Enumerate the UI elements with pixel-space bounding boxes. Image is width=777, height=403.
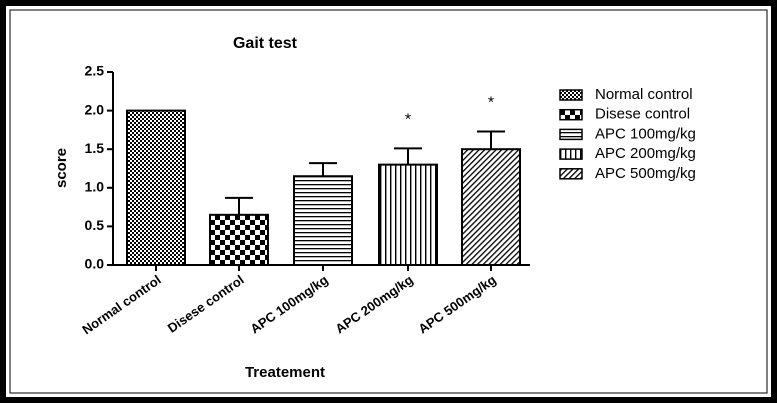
y-tick-label: 2.5 [85, 63, 105, 79]
inner-frame [9, 9, 768, 394]
y-tick-label: 0.0 [85, 256, 105, 272]
legend-swatch [559, 168, 583, 180]
significance-label: * [488, 95, 494, 112]
bar [209, 213, 269, 267]
y-tick-label: 0.5 [85, 217, 105, 233]
significance-label: * [405, 112, 411, 129]
legend-label: APC 200mg/kg [595, 145, 696, 162]
legend-swatch [559, 89, 583, 101]
y-axis-label: score [53, 148, 70, 188]
bar [126, 109, 186, 266]
chart-title: Gait test [233, 35, 298, 52]
bar [378, 163, 438, 266]
legend-label: Disese control [595, 106, 690, 123]
y-tick-label: 1.5 [85, 140, 105, 156]
legend-swatch [559, 108, 583, 121]
legend-label: Normal control [595, 86, 693, 103]
bar [461, 148, 521, 266]
legend-swatch [559, 148, 583, 160]
y-tick-label: 2.0 [85, 101, 105, 117]
y-tick-label: 1.0 [85, 179, 105, 195]
legend-label: APC 100mg/kg [595, 125, 696, 142]
legend-swatch [559, 128, 583, 141]
x-axis-label: Treatement [245, 364, 325, 381]
legend-label: APC 500mg/kg [595, 165, 696, 182]
bar [293, 175, 353, 266]
